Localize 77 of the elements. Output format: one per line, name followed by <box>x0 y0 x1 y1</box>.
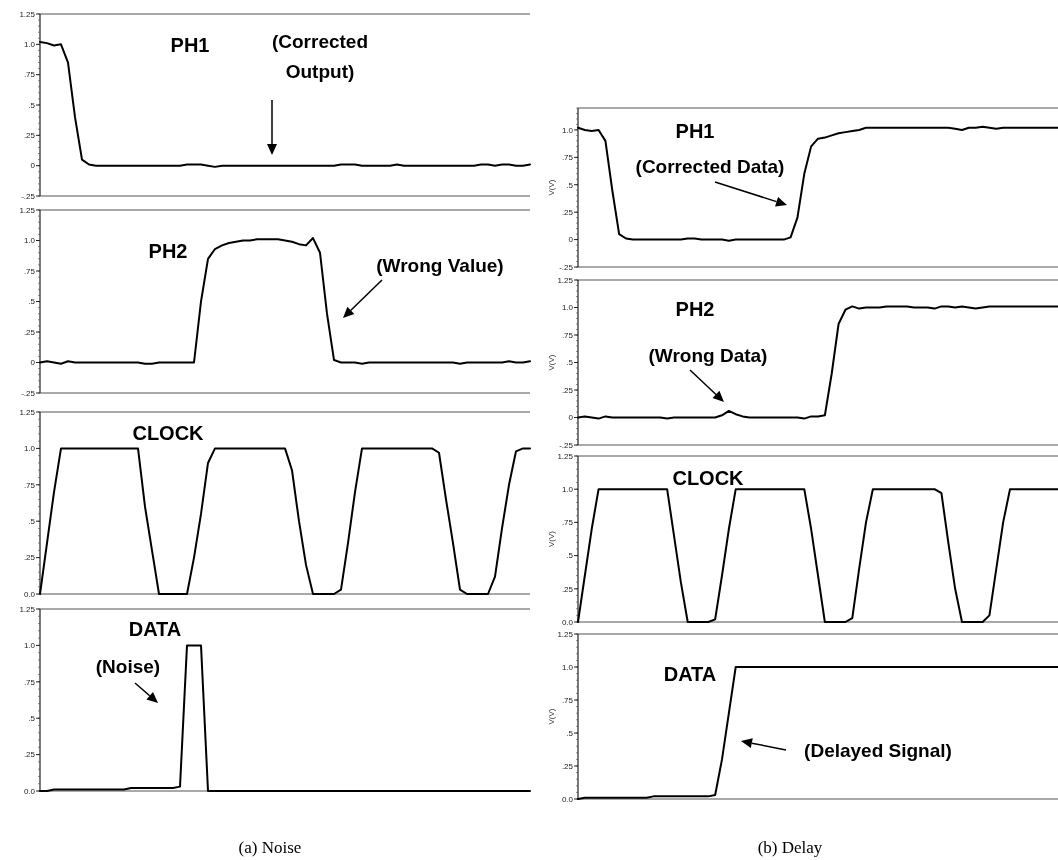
line-series <box>577 488 1058 623</box>
y-tick-label: .5 <box>28 714 36 723</box>
y-tick-label: .75 <box>23 677 36 687</box>
y-axis-title: V(V) <box>547 530 556 547</box>
text: PH1 <box>675 120 715 142</box>
y-tick-label: .5 <box>566 180 574 190</box>
y-tick-label: .5 <box>566 551 574 561</box>
annotation: (Corrected Data) <box>635 156 785 177</box>
y-tick-label: .25 <box>561 385 574 395</box>
y-tick-label: -.25 <box>559 440 574 450</box>
y-tick-label: 1.25 <box>19 407 36 417</box>
y-tick-label: .25 <box>561 761 574 771</box>
y-tick-label: .75 <box>23 70 36 80</box>
text: DATA <box>663 663 717 685</box>
text: (a) Noise <box>238 838 302 857</box>
y-tick-label: 1.0 <box>561 662 574 672</box>
y-tick-label: -.25 <box>21 191 36 201</box>
y-tick-label: .5 <box>566 358 574 368</box>
y-axis-title: V(V) <box>547 354 556 371</box>
annotation: (Wrong Data) <box>648 345 768 366</box>
y-tick-label: 1.25 <box>19 205 36 215</box>
y-axis-title: V(V) <box>547 708 556 725</box>
annotation: (Noise) <box>95 656 161 677</box>
y-tick-label: 1.0 <box>561 303 574 313</box>
y-tick-label: 0.0 <box>23 786 36 796</box>
y-tick-label: 0.0 <box>561 617 574 627</box>
y-tick-label: 1.0 <box>561 485 574 494</box>
y-tick-label: 0 <box>568 413 574 423</box>
text: CLOCK <box>132 422 205 444</box>
text: PH1 <box>170 34 210 56</box>
y-tick-label: -.25 <box>559 262 574 272</box>
y-tick-label: .25 <box>23 750 36 760</box>
y-tick-label: .5 <box>28 100 36 110</box>
y-tick-label: .75 <box>561 153 574 163</box>
line-series <box>39 644 531 792</box>
y-tick-label: .25 <box>561 584 574 594</box>
y-tick-label: 1.25 <box>19 604 36 614</box>
y-tick-label: .75 <box>561 330 574 340</box>
text: (b) Delay <box>757 838 823 857</box>
annotation: (Corrected Output) <box>271 31 369 82</box>
line-series <box>577 125 1058 242</box>
y-tick-label: 0.0 <box>561 794 574 804</box>
y-tick-label: .75 <box>561 695 574 705</box>
y-tick-label: .75 <box>561 518 574 528</box>
y-tick-label: 0 <box>30 161 36 171</box>
y-tick-label: 1.25 <box>19 9 36 19</box>
chart-title: DATA <box>128 618 182 640</box>
y-tick-label: 1.0 <box>561 125 574 135</box>
y-tick-label: .25 <box>23 131 36 141</box>
line-series <box>39 447 531 595</box>
text: PH2 <box>148 240 188 262</box>
y-tick-label: -.25 <box>21 388 36 398</box>
y-tick-label: .75 <box>23 266 36 276</box>
y-tick-label: 1.25 <box>557 451 574 461</box>
y-tick-label: 1.0 <box>23 40 36 50</box>
y-tick-label: .75 <box>23 480 36 490</box>
annotation: (Wrong Value) <box>376 255 504 276</box>
y-tick-label: .5 <box>28 517 36 526</box>
y-tick-label: 0 <box>568 235 574 245</box>
y-tick-label: 1.0 <box>23 641 36 651</box>
text: CLOCK <box>672 467 745 489</box>
y-tick-label: 0 <box>30 358 36 368</box>
y-tick-label: 1.25 <box>557 275 574 285</box>
y-tick-label: .25 <box>23 327 36 337</box>
y-tick-label: .25 <box>561 207 574 217</box>
y-tick-label: .25 <box>23 553 36 563</box>
line-series <box>577 666 1058 800</box>
y-tick-label: .5 <box>28 297 36 307</box>
y-axis-title: V(V) <box>547 179 556 196</box>
y-tick-label: 1.25 <box>557 629 574 639</box>
y-tick-label: 0.0 <box>23 589 36 599</box>
y-tick-label: 1.0 <box>23 236 36 246</box>
y-tick-label: .5 <box>566 728 574 738</box>
annotation: (Delayed Signal) <box>804 740 952 761</box>
y-tick-label: 1.0 <box>23 444 36 454</box>
text: PH2 <box>675 298 715 320</box>
line-series <box>39 237 531 365</box>
